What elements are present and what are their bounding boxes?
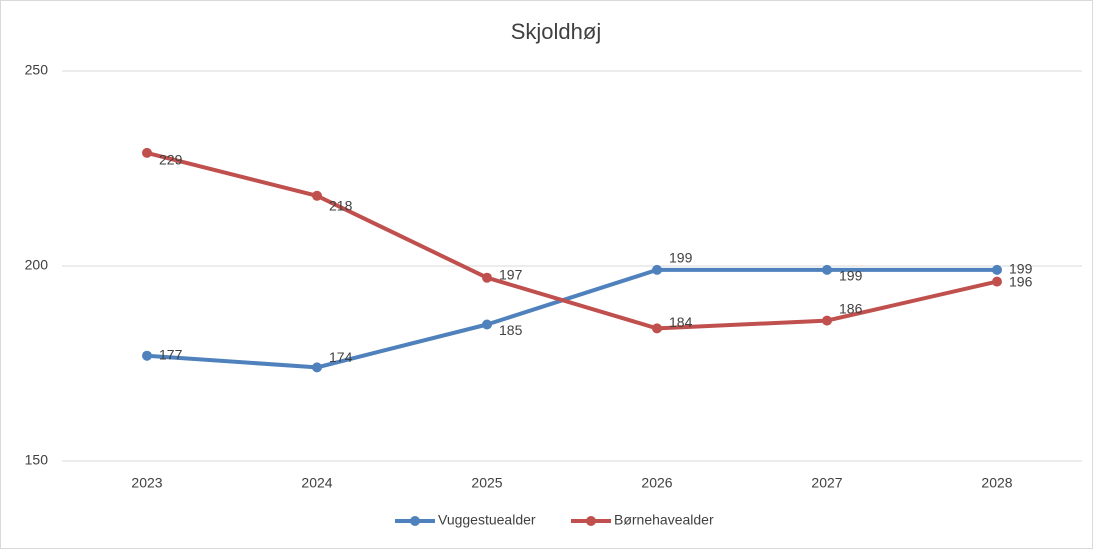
x-tick-label: 2024 — [301, 475, 332, 491]
line — [146, 150, 998, 331]
y-tick-label: 150 — [25, 452, 49, 468]
x-tick-label: 2025 — [471, 475, 502, 491]
point — [652, 323, 662, 334]
data-label: 174 — [329, 349, 353, 365]
data-label: 218 — [329, 198, 353, 214]
data-label: 185 — [499, 322, 523, 338]
data-label: 199 — [1009, 261, 1033, 277]
x-tick-label: 2023 — [131, 475, 162, 491]
y-tick-label: 200 — [25, 257, 49, 273]
legend-label: Vuggestuealder — [438, 512, 536, 528]
data-label: 177 — [159, 346, 183, 362]
point — [142, 147, 152, 158]
data-label: 186 — [839, 300, 863, 316]
y-tick-label: 250 — [25, 62, 49, 78]
point — [482, 319, 492, 330]
point — [992, 264, 1002, 275]
data-label: 197 — [499, 266, 523, 282]
point — [312, 190, 322, 201]
data-label: 199 — [669, 250, 693, 266]
point — [822, 264, 832, 275]
point — [992, 276, 1002, 287]
data-label: 199 — [839, 268, 863, 284]
data-label: 196 — [1009, 273, 1033, 289]
x-tick-label: 2027 — [811, 475, 842, 491]
legend-marker — [586, 516, 596, 526]
legend-marker — [410, 516, 420, 526]
point — [142, 350, 152, 361]
x-tick-label: 2026 — [641, 475, 672, 491]
x-tick-label: 2028 — [981, 475, 1012, 491]
point — [482, 272, 492, 283]
legend-label: Børnehavealder — [614, 512, 714, 528]
data-label: 184 — [669, 314, 693, 330]
line — [146, 267, 997, 370]
point — [822, 315, 832, 326]
point — [652, 264, 662, 275]
chart-title: Skjoldhøj — [511, 19, 601, 44]
point — [312, 362, 322, 373]
data-label: 229 — [159, 152, 183, 168]
